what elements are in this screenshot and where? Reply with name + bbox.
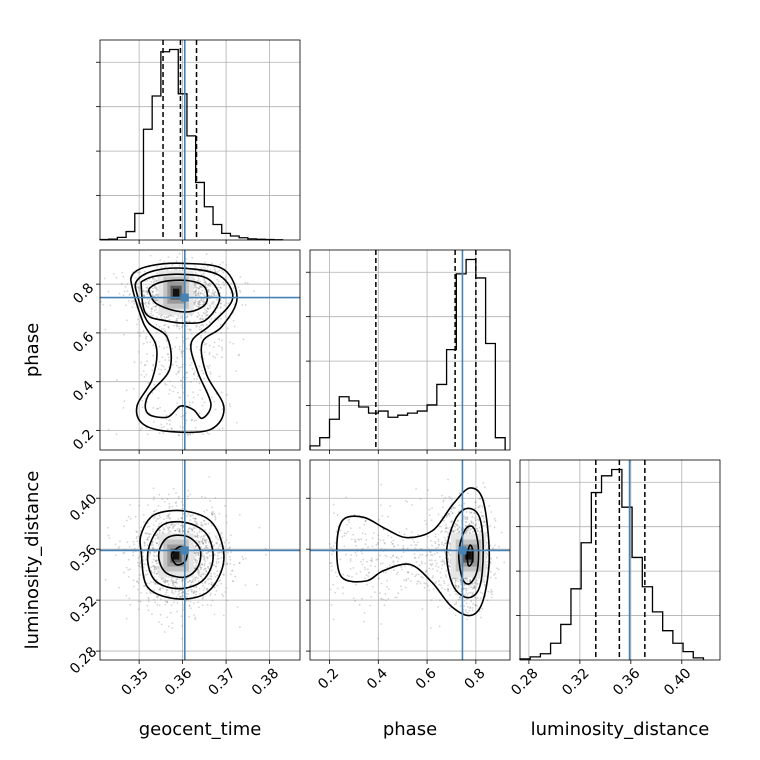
contour-line <box>134 267 234 420</box>
contour-line <box>445 507 485 599</box>
contour-line <box>466 544 474 567</box>
y-tick-label: 0.28 <box>67 644 100 677</box>
x-tick-label: 0.40 <box>661 665 694 698</box>
y-tick-label: 0.8 <box>70 280 97 307</box>
x-tick-label: 0.32 <box>559 665 592 698</box>
x-tick-label: 0.28 <box>508 665 541 698</box>
histogram-geocent_time <box>96 39 301 241</box>
x-tick-label: 0.36 <box>610 665 643 698</box>
panel-luminosity_distance-vs-phase <box>309 459 511 661</box>
y-axis-label: luminosity_distance <box>22 471 43 650</box>
axes-frame <box>99 459 301 661</box>
axes-frame <box>99 39 301 241</box>
contour-line <box>170 545 189 566</box>
y-tick-label: 0.6 <box>70 329 97 356</box>
panel-luminosity_distance-vs-geocent_time <box>99 459 301 661</box>
contour-line <box>140 273 221 325</box>
y-tick-label: 0.2 <box>70 427 97 454</box>
y-tick-label: 0.32 <box>67 593 100 626</box>
axes-frame <box>309 249 511 451</box>
contour-line <box>139 509 225 600</box>
histogram-step <box>519 468 705 660</box>
x-tick-label: 0.36 <box>162 665 195 698</box>
x-tick-label: 0.8 <box>462 665 489 692</box>
contour-line <box>157 534 202 579</box>
contour-line <box>130 262 238 434</box>
y-tick-label: 0.40 <box>67 491 100 524</box>
x-tick-label: 0.37 <box>205 665 238 698</box>
histogram-phase <box>306 249 511 451</box>
contour-line <box>147 279 209 313</box>
axes-frame <box>99 249 301 451</box>
truth-marker <box>458 546 467 555</box>
axes-frame <box>519 459 721 661</box>
x-tick-label: 0.35 <box>119 665 152 698</box>
x-tick-label: 0.4 <box>364 665 391 692</box>
x-tick-label: 0.38 <box>249 665 282 698</box>
axes-frame <box>309 459 511 661</box>
panel-phase-vs-geocent_time <box>99 249 301 451</box>
truth-marker <box>180 293 189 302</box>
contour-line <box>146 520 214 590</box>
contour-line <box>335 487 491 617</box>
histogram-step <box>99 48 284 241</box>
histogram-luminosity_distance <box>516 459 721 661</box>
y-axis-label: phase <box>22 323 43 377</box>
x-axis-label: luminosity_distance <box>531 719 710 740</box>
y-tick-label: 0.4 <box>70 378 97 405</box>
x-tick-label: 0.2 <box>315 665 342 692</box>
density-shading <box>450 533 487 578</box>
y-tick-label: 0.36 <box>67 542 100 575</box>
truth-marker <box>180 546 189 555</box>
x-axis-label: geocent_time <box>139 719 262 740</box>
x-tick-label: 0.6 <box>413 665 440 692</box>
x-axis-label: phase <box>383 719 437 740</box>
